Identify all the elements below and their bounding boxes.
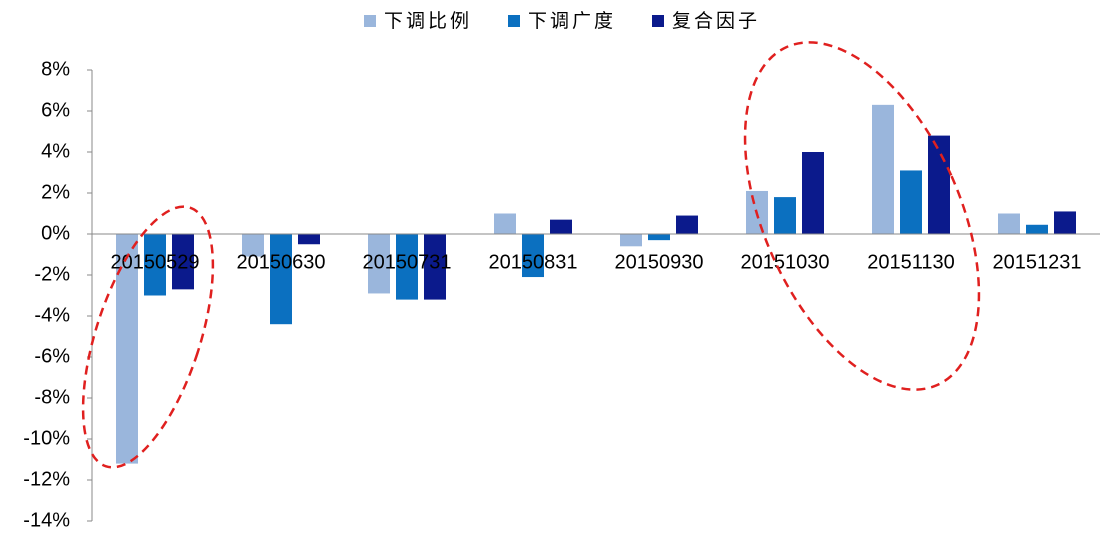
bar [620,234,642,247]
x-tick-label: 20150529 [111,251,200,273]
bar [648,234,670,241]
bar [676,215,698,234]
bar [550,219,572,234]
x-tick-label: 20151231 [993,251,1082,273]
bar [270,234,292,325]
y-tick-label: -4% [34,304,70,326]
bar [298,234,320,245]
bar [396,234,418,300]
y-tick-label: 6% [41,99,70,121]
y-tick-label: -8% [34,386,70,408]
bar [116,234,138,464]
bar [494,213,516,234]
legend-swatch [364,15,376,27]
y-tick-label: -10% [23,427,70,449]
annotation-ellipse [81,205,215,469]
bar [1054,211,1076,234]
x-tick-label: 20150930 [615,251,704,273]
bar [1026,224,1048,234]
y-tick-label: -12% [23,468,70,490]
bar [242,234,264,257]
y-tick-label: 8% [41,58,70,80]
bar [928,135,950,234]
x-tick-label: 20151030 [741,251,830,273]
legend: 下调比例 下调广度 复合因子 [364,10,760,32]
bar [172,234,194,290]
y-tick-label: -2% [34,263,70,285]
legend-label: 复合因子 [672,10,760,32]
bar [802,152,824,234]
bar [368,234,390,294]
legend-swatch [508,15,520,27]
y-tick-label: -6% [34,345,70,367]
bar [872,104,894,234]
x-tick-label: 20150731 [363,251,452,273]
x-tick-label: 20150831 [489,251,578,273]
y-tick-label: 0% [41,222,70,244]
x-tick-label: 20151130 [867,251,955,273]
bar [774,197,796,234]
y-tick-label: -14% [23,509,70,531]
bar [900,170,922,234]
bar [144,234,166,296]
legend-swatch [652,15,664,27]
x-tick-label: 20150630 [237,251,326,273]
annotation-ellipse [743,41,981,391]
bar [998,213,1020,234]
legend-label: 下调广度 [528,10,616,32]
y-tick-label: 4% [41,140,70,162]
legend-label: 下调比例 [384,10,472,32]
bar [424,234,446,300]
bar [522,234,544,278]
y-tick-label: 2% [41,181,70,203]
